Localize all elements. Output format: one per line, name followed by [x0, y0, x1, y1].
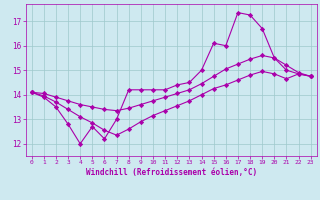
- X-axis label: Windchill (Refroidissement éolien,°C): Windchill (Refroidissement éolien,°C): [86, 168, 257, 177]
